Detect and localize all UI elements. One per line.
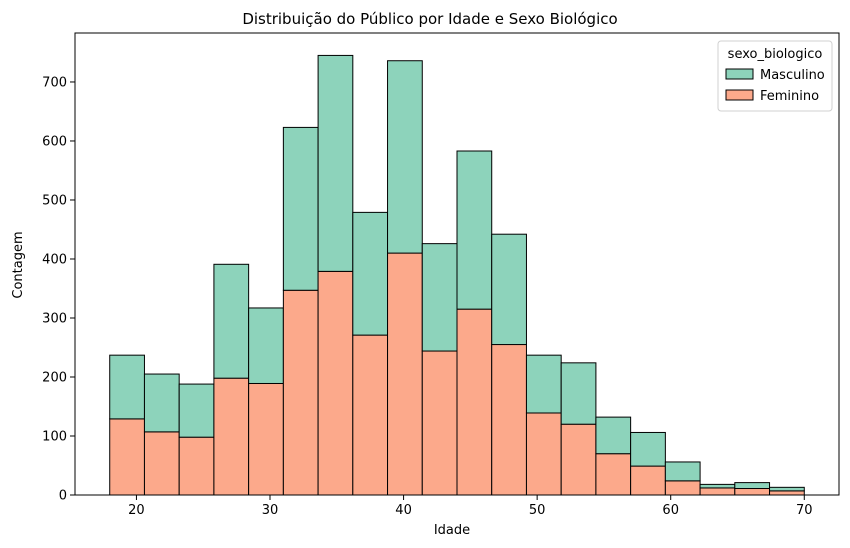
bar-masculino (525, 354, 562, 414)
y-tick-label: 600 (42, 134, 67, 149)
x-tick-label: 30 (262, 503, 279, 518)
bar-masculino (248, 307, 284, 384)
bar-feminino (178, 436, 215, 496)
bar-feminino (213, 377, 250, 496)
bar-masculino (456, 150, 493, 310)
y-tick-label: 700 (42, 75, 67, 90)
bar-masculino (352, 211, 389, 336)
bar-feminino (352, 334, 389, 496)
y-tick-label: 0 (59, 489, 67, 504)
x-tick-label: 60 (662, 503, 679, 518)
bar-masculino (595, 416, 632, 455)
bar-feminino (248, 382, 284, 496)
y-tick-label: 200 (42, 370, 67, 385)
bar-feminino (387, 252, 423, 496)
bar-feminino (664, 480, 701, 496)
bar-masculino (387, 60, 423, 254)
bar-feminino (595, 453, 632, 496)
bar-feminino (630, 465, 666, 496)
bar-masculino (630, 431, 666, 467)
bar-masculino (769, 486, 805, 492)
x-tick-label: 50 (529, 503, 546, 518)
y-tick-label: 300 (42, 311, 67, 326)
bar-masculino (143, 373, 180, 433)
bar-masculino (421, 243, 458, 352)
legend-title: sexo_biologico (728, 47, 823, 62)
bar-feminino (143, 431, 180, 496)
bar-masculino (734, 482, 771, 490)
y-axis-label: Contagem (11, 231, 26, 298)
x-axis-label: Idade (434, 523, 470, 538)
bar-masculino (491, 233, 527, 346)
bar-feminino (456, 308, 493, 496)
bar-feminino (421, 350, 458, 496)
bar-feminino (317, 270, 354, 496)
y-tick-label: 100 (42, 429, 67, 444)
x-tick-label: 40 (395, 503, 412, 518)
axes-frame (74, 32, 840, 496)
bars-group (109, 54, 805, 496)
x-tick-label: 20 (128, 503, 145, 518)
y-tick-label: 500 (42, 193, 67, 208)
chart-title: Distribuição do Público por Idade e Sexo… (242, 10, 617, 28)
bar-masculino (317, 54, 354, 272)
legend-swatch-feminino (725, 89, 754, 101)
bar-masculino (109, 354, 145, 420)
bar-masculino (282, 126, 319, 291)
bar-masculino (560, 362, 597, 425)
bar-feminino (282, 289, 319, 496)
bar-feminino (109, 418, 145, 496)
bar-feminino (525, 412, 562, 496)
legend-label-masculino: Masculino (760, 68, 825, 83)
bar-feminino (560, 423, 597, 496)
bar-masculino (178, 383, 215, 438)
legend-swatch-masculino (725, 68, 754, 80)
bar-masculino (699, 483, 736, 489)
bar-masculino (213, 263, 250, 379)
bar-masculino (664, 461, 701, 482)
bar-feminino (734, 488, 771, 496)
bar-feminino (769, 490, 805, 496)
bar-feminino (699, 487, 736, 496)
legend-label-feminino: Feminino (760, 89, 819, 104)
x-tick-label: 70 (796, 503, 813, 518)
y-tick-label: 400 (42, 252, 67, 267)
legend: sexo_biologico Masculino Feminino (717, 40, 833, 112)
bar-feminino (491, 344, 527, 496)
